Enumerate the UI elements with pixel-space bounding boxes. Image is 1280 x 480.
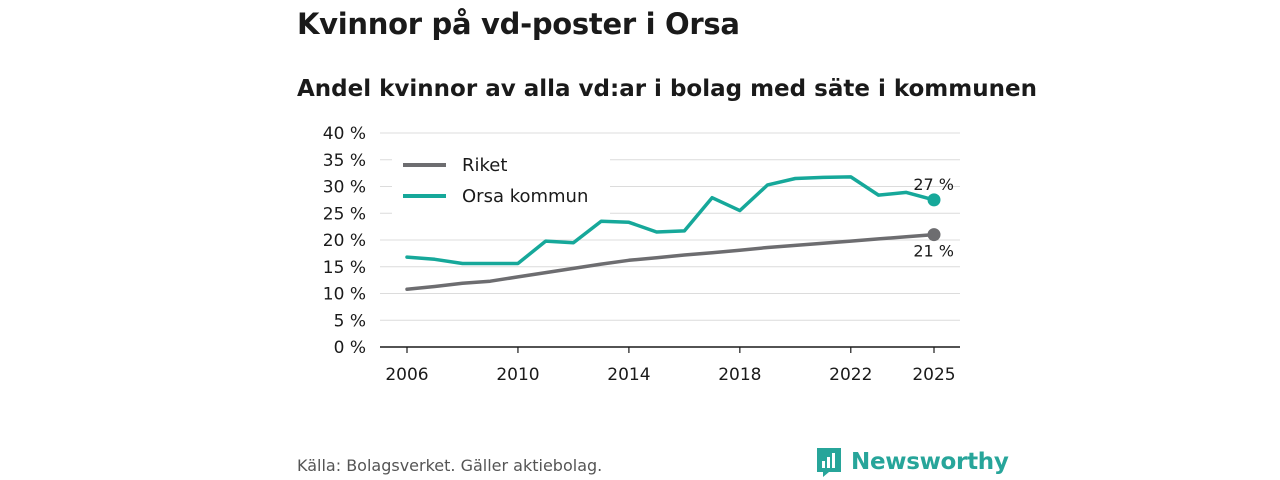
y-tick-label: 15 % [323,258,366,278]
y-tick-label: 30 % [323,178,366,198]
newsworthy-icon [817,448,841,477]
end-point-orsa [927,193,941,207]
legend-label-orsa: Orsa kommun [462,186,588,207]
chart-subtitle: Andel kvinnor av alla vd:ar i bolag med … [297,76,1037,102]
line-chart: 0 % 5 % 10 % 15 % 20 % 25 % 30 % 35 % 40 % 2006 20… [323,124,960,385]
x-tick-label: 2006 [385,365,428,385]
source-note: Källa: Bolagsverket. Gäller aktiebolag. [297,456,603,475]
end-point-riket [927,228,941,242]
y-tick-label: 40 % [323,124,366,144]
x-tick-label: 2010 [496,365,539,385]
brand-logo: Newsworthy [815,446,1009,478]
x-tick-label: 2018 [718,365,761,385]
y-tick-label: 0 % [334,338,366,358]
chart-title: Kvinnor på vd-poster i Orsa [297,7,740,41]
y-tick-label: 35 % [323,151,366,171]
brand-name: Newsworthy [851,449,1009,475]
legend-label-riket: Riket [462,155,507,176]
y-tick-label: 20 % [323,231,366,251]
x-tick-label: 2014 [607,365,650,385]
series-line-riket [405,232,936,291]
y-tick-label: 25 % [323,204,366,224]
axes: 0 % 5 % 10 % 15 % 20 % 25 % 30 % 35 % 40 % 2006 20… [323,124,960,385]
x-tick-label: 2022 [829,365,872,385]
series-line-orsa [405,175,936,266]
x-tick-label: 2025 [912,365,955,385]
legend: Riket Orsa kommun [392,155,610,218]
series-lines: 27 % 21 % [405,175,954,291]
y-tick-label: 5 % [334,311,366,331]
data-label-riket: 21 % [913,242,954,261]
data-label-orsa: 27 % [913,175,954,194]
y-tick-label: 10 % [323,285,366,305]
